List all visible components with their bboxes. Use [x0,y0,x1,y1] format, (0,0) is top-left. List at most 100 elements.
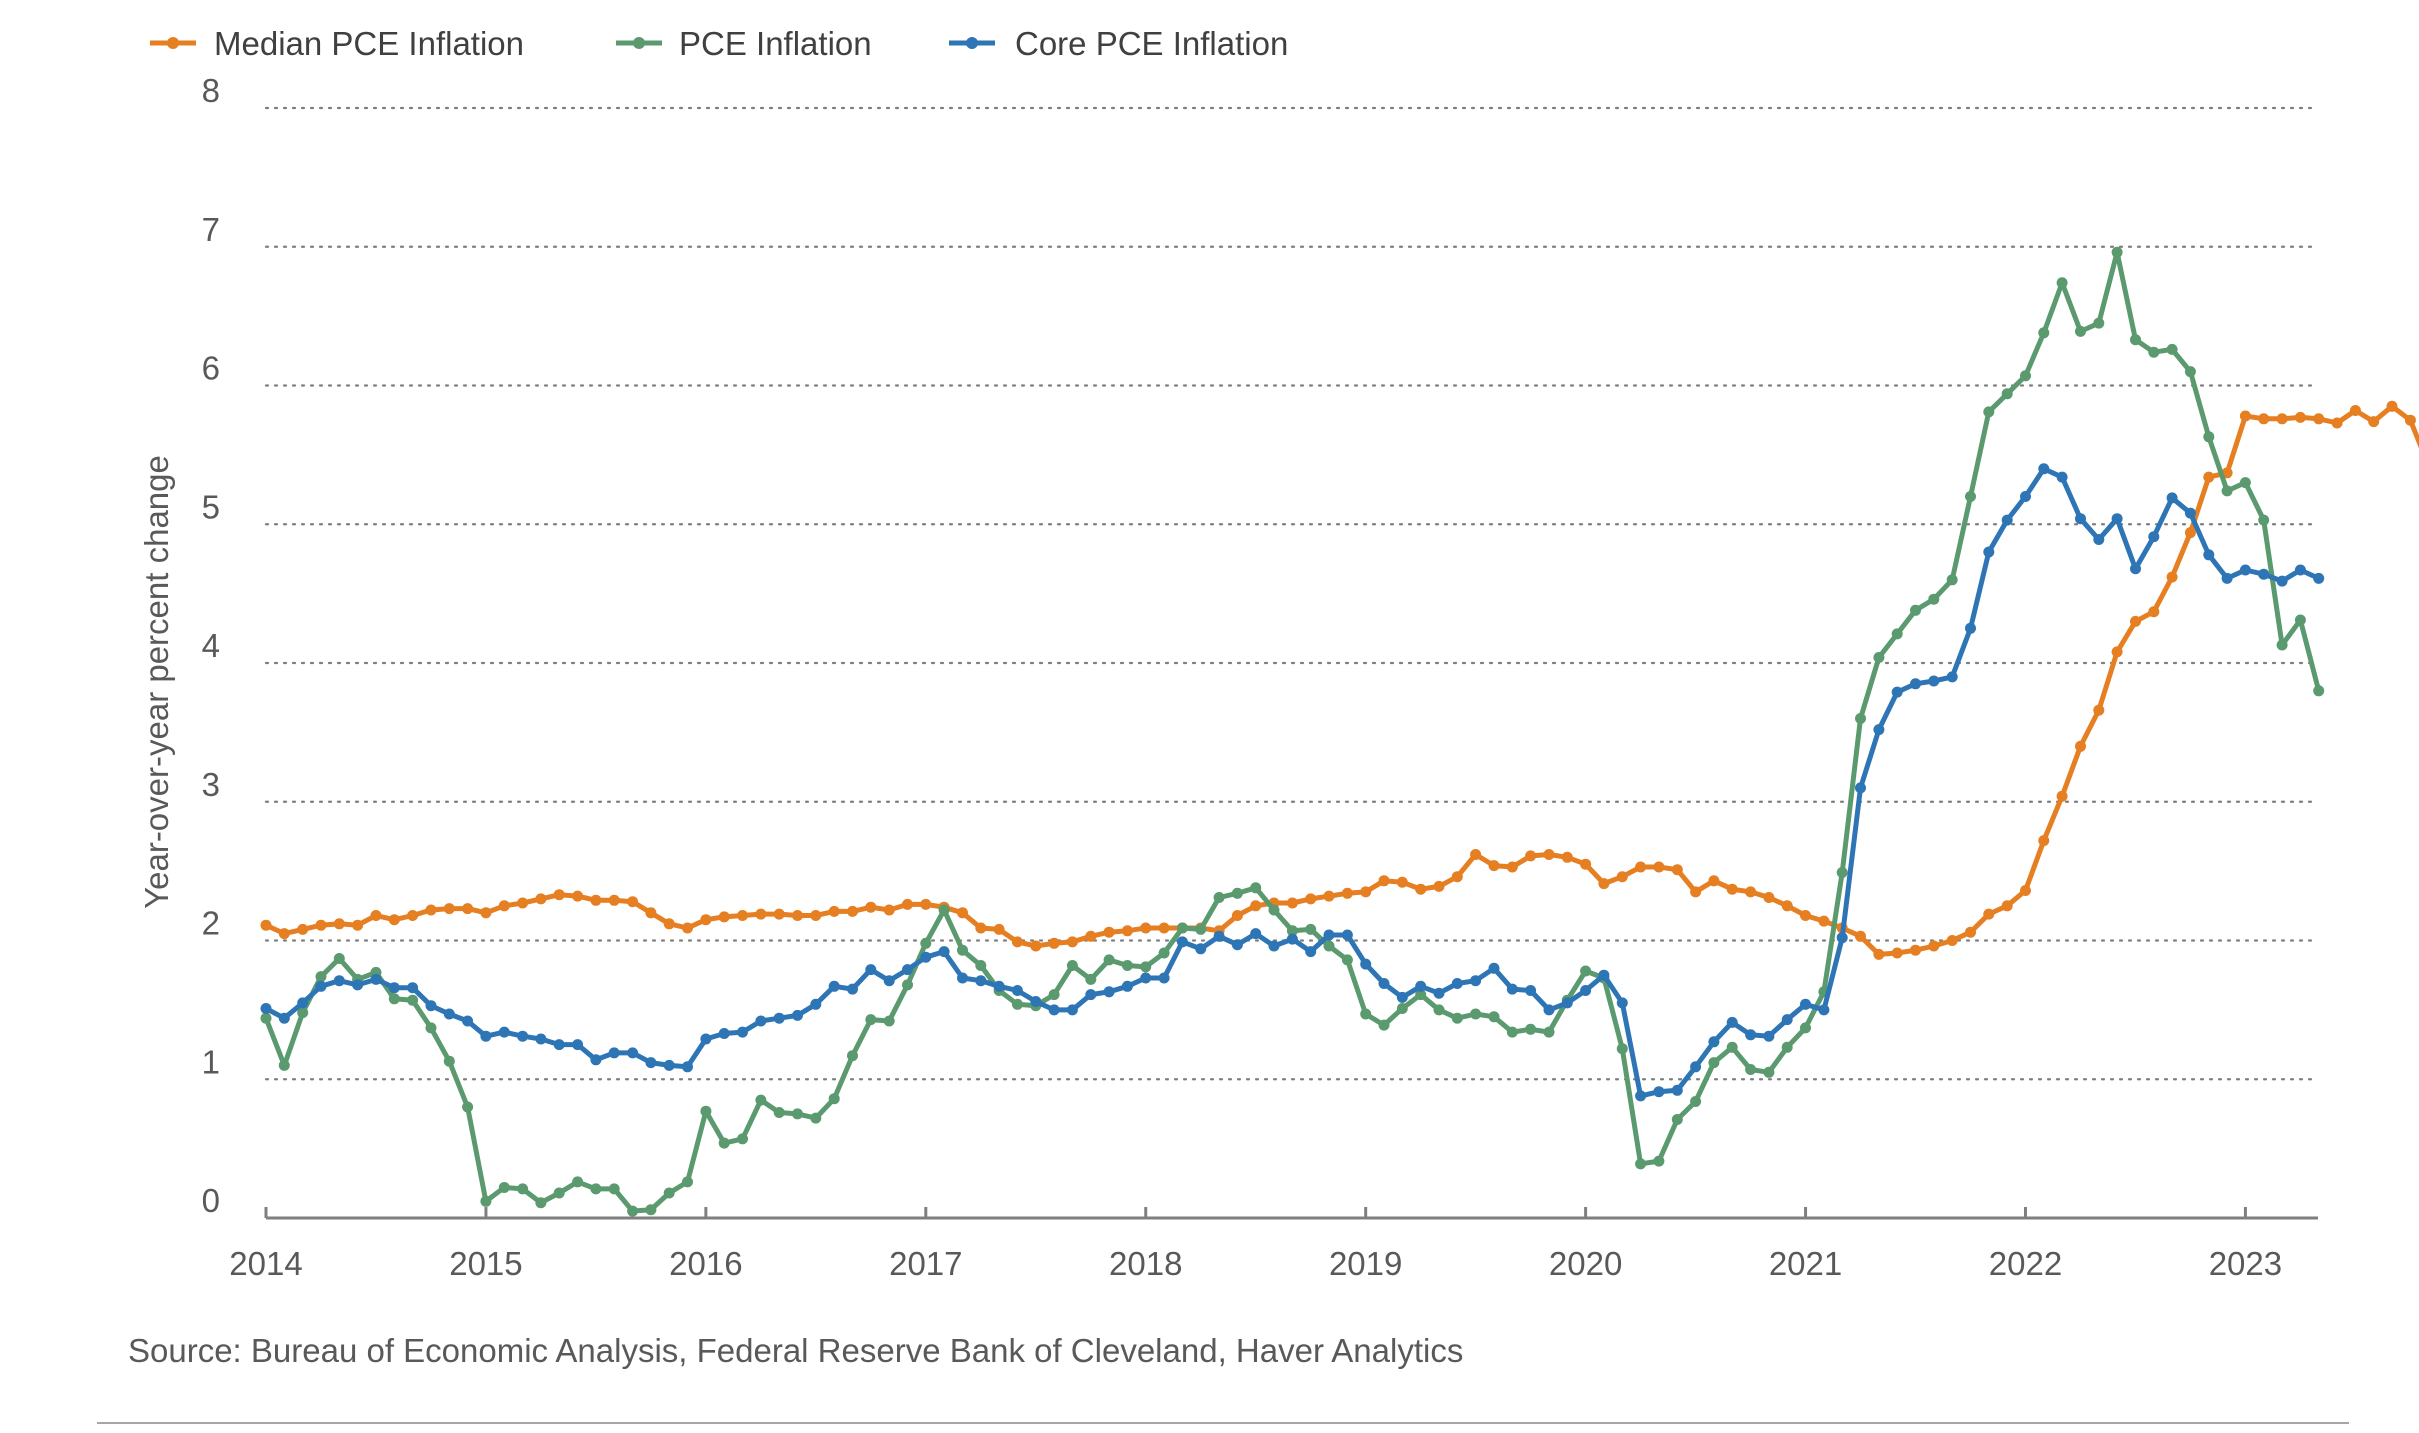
data-point-median-35 [902,898,913,910]
data-point-median-77 [1671,864,1683,876]
data-point-core-94 [1983,546,1995,558]
data-point-core-51 [1195,943,1207,955]
data-point-median-7 [388,914,400,926]
data-point-pce-72 [1580,965,1592,977]
data-point-core-22 [663,1059,675,1071]
data-point-median-43 [1048,937,1060,949]
data-point-core-47 [1121,980,1133,992]
data-point-pce-41 [1011,998,1023,1010]
data-point-median-89 [1891,947,1903,959]
data-point-median-17 [572,890,584,902]
data-point-core-75 [1635,1090,1647,1102]
data-point-median-32 [847,905,858,917]
data-point-pce-36 [920,937,932,949]
data-point-pce-38 [957,944,968,956]
x-tick-label-2021: 2021 [1769,1245,1842,1282]
data-point-core-27 [755,1015,767,1027]
data-point-pce-17 [572,1176,584,1188]
data-point-core-80 [1726,1016,1738,1028]
data-point-core-46 [1103,986,1115,998]
data-point-core-35 [902,964,913,976]
y-tick-label-8: 8 [202,72,220,109]
data-point-median-57 [1305,893,1317,905]
data-point-core-60 [1360,958,1372,970]
data-point-pce-28 [773,1107,785,1118]
data-point-median-8 [407,910,419,921]
data-point-median-115 [2368,416,2380,428]
data-point-pce-107 [2221,485,2233,497]
data-point-core-53 [1231,939,1243,951]
data-point-core-96 [2020,491,2031,502]
data-point-median-97 [2038,835,2050,847]
data-point-core-69 [1525,985,1537,996]
data-point-median-111 [2294,411,2306,423]
legend-label-core: Core PCE Inflation [1015,25,1288,62]
data-point-median-116 [2386,400,2398,412]
legend-label-median: Median PCE Inflation [214,25,524,62]
data-point-median-48 [1140,922,1152,934]
data-point-pce-101 [2111,246,2123,258]
data-point-pce-94 [1983,406,1995,418]
data-point-core-108 [2239,564,2251,576]
y-tick-label-5: 5 [202,488,220,525]
data-point-core-55 [1268,940,1280,952]
y-tick-label-6: 6 [202,350,220,387]
data-point-median-76 [1653,861,1665,873]
data-point-pce-3 [315,971,327,983]
data-point-median-101 [2111,646,2123,658]
data-point-pce-44 [1066,960,1078,971]
data-point-median-22 [663,918,675,930]
data-point-core-28 [773,1012,785,1024]
data-point-median-117 [2404,414,2416,426]
legend-item-core[interactable]: Core PCE Inflation [949,25,1288,62]
data-point-pce-14 [517,1183,529,1195]
data-point-core-3 [315,980,327,992]
data-point-median-90 [1910,944,1921,956]
x-tick-label-2018: 2018 [1109,1245,1182,1282]
data-point-core-104 [2166,492,2178,504]
legend-item-pce[interactable]: PCE Inflation [616,25,872,62]
data-point-median-83 [1781,900,1793,912]
data-point-core-103 [2148,531,2160,543]
data-point-core-65 [1451,978,1463,989]
data-point-pce-90 [1910,604,1921,616]
data-point-pce-46 [1103,954,1115,966]
data-point-median-23 [682,922,693,934]
data-point-pce-24 [700,1105,712,1117]
data-point-median-31 [828,905,840,917]
data-point-median-2 [297,923,309,935]
data-point-core-63 [1415,980,1427,992]
data-point-median-40 [993,923,1005,935]
data-point-median-72 [1580,858,1592,870]
data-point-median-67 [1488,860,1500,872]
data-point-median-34 [883,904,895,916]
data-point-core-44 [1066,1004,1078,1016]
data-point-median-91 [1928,940,1940,952]
data-point-core-29 [792,1009,803,1021]
data-point-pce-15 [535,1197,547,1209]
data-point-median-78 [1690,886,1702,898]
y-axis-ticks: 0 1 2 3 4 5 6 7 8 [202,72,220,1219]
data-point-core-13 [498,1026,510,1038]
data-point-core-15 [535,1033,547,1045]
data-point-core-34 [883,975,895,987]
data-point-pce-103 [2148,346,2160,358]
data-point-pce-77 [1671,1114,1683,1125]
data-point-median-5 [352,919,364,931]
data-point-median-24 [700,914,712,926]
data-point-median-46 [1103,926,1115,938]
data-point-core-92 [1946,671,1958,683]
legend-item-median[interactable]: Median PCE Inflation [150,25,524,62]
data-point-pce-30 [810,1112,822,1124]
data-point-core-61 [1378,978,1390,989]
data-point-median-65 [1451,871,1463,883]
data-point-median-95 [2001,900,2013,912]
data-point-pce-58 [1323,940,1335,952]
x-tick-label-2020: 2020 [1549,1245,1622,1282]
data-point-core-2 [297,997,309,1009]
data-point-core-71 [1561,997,1573,1009]
data-point-median-68 [1506,861,1518,873]
data-point-core-93 [1965,622,1976,634]
data-point-core-8 [407,982,419,994]
data-point-pce-88 [1873,652,1885,663]
